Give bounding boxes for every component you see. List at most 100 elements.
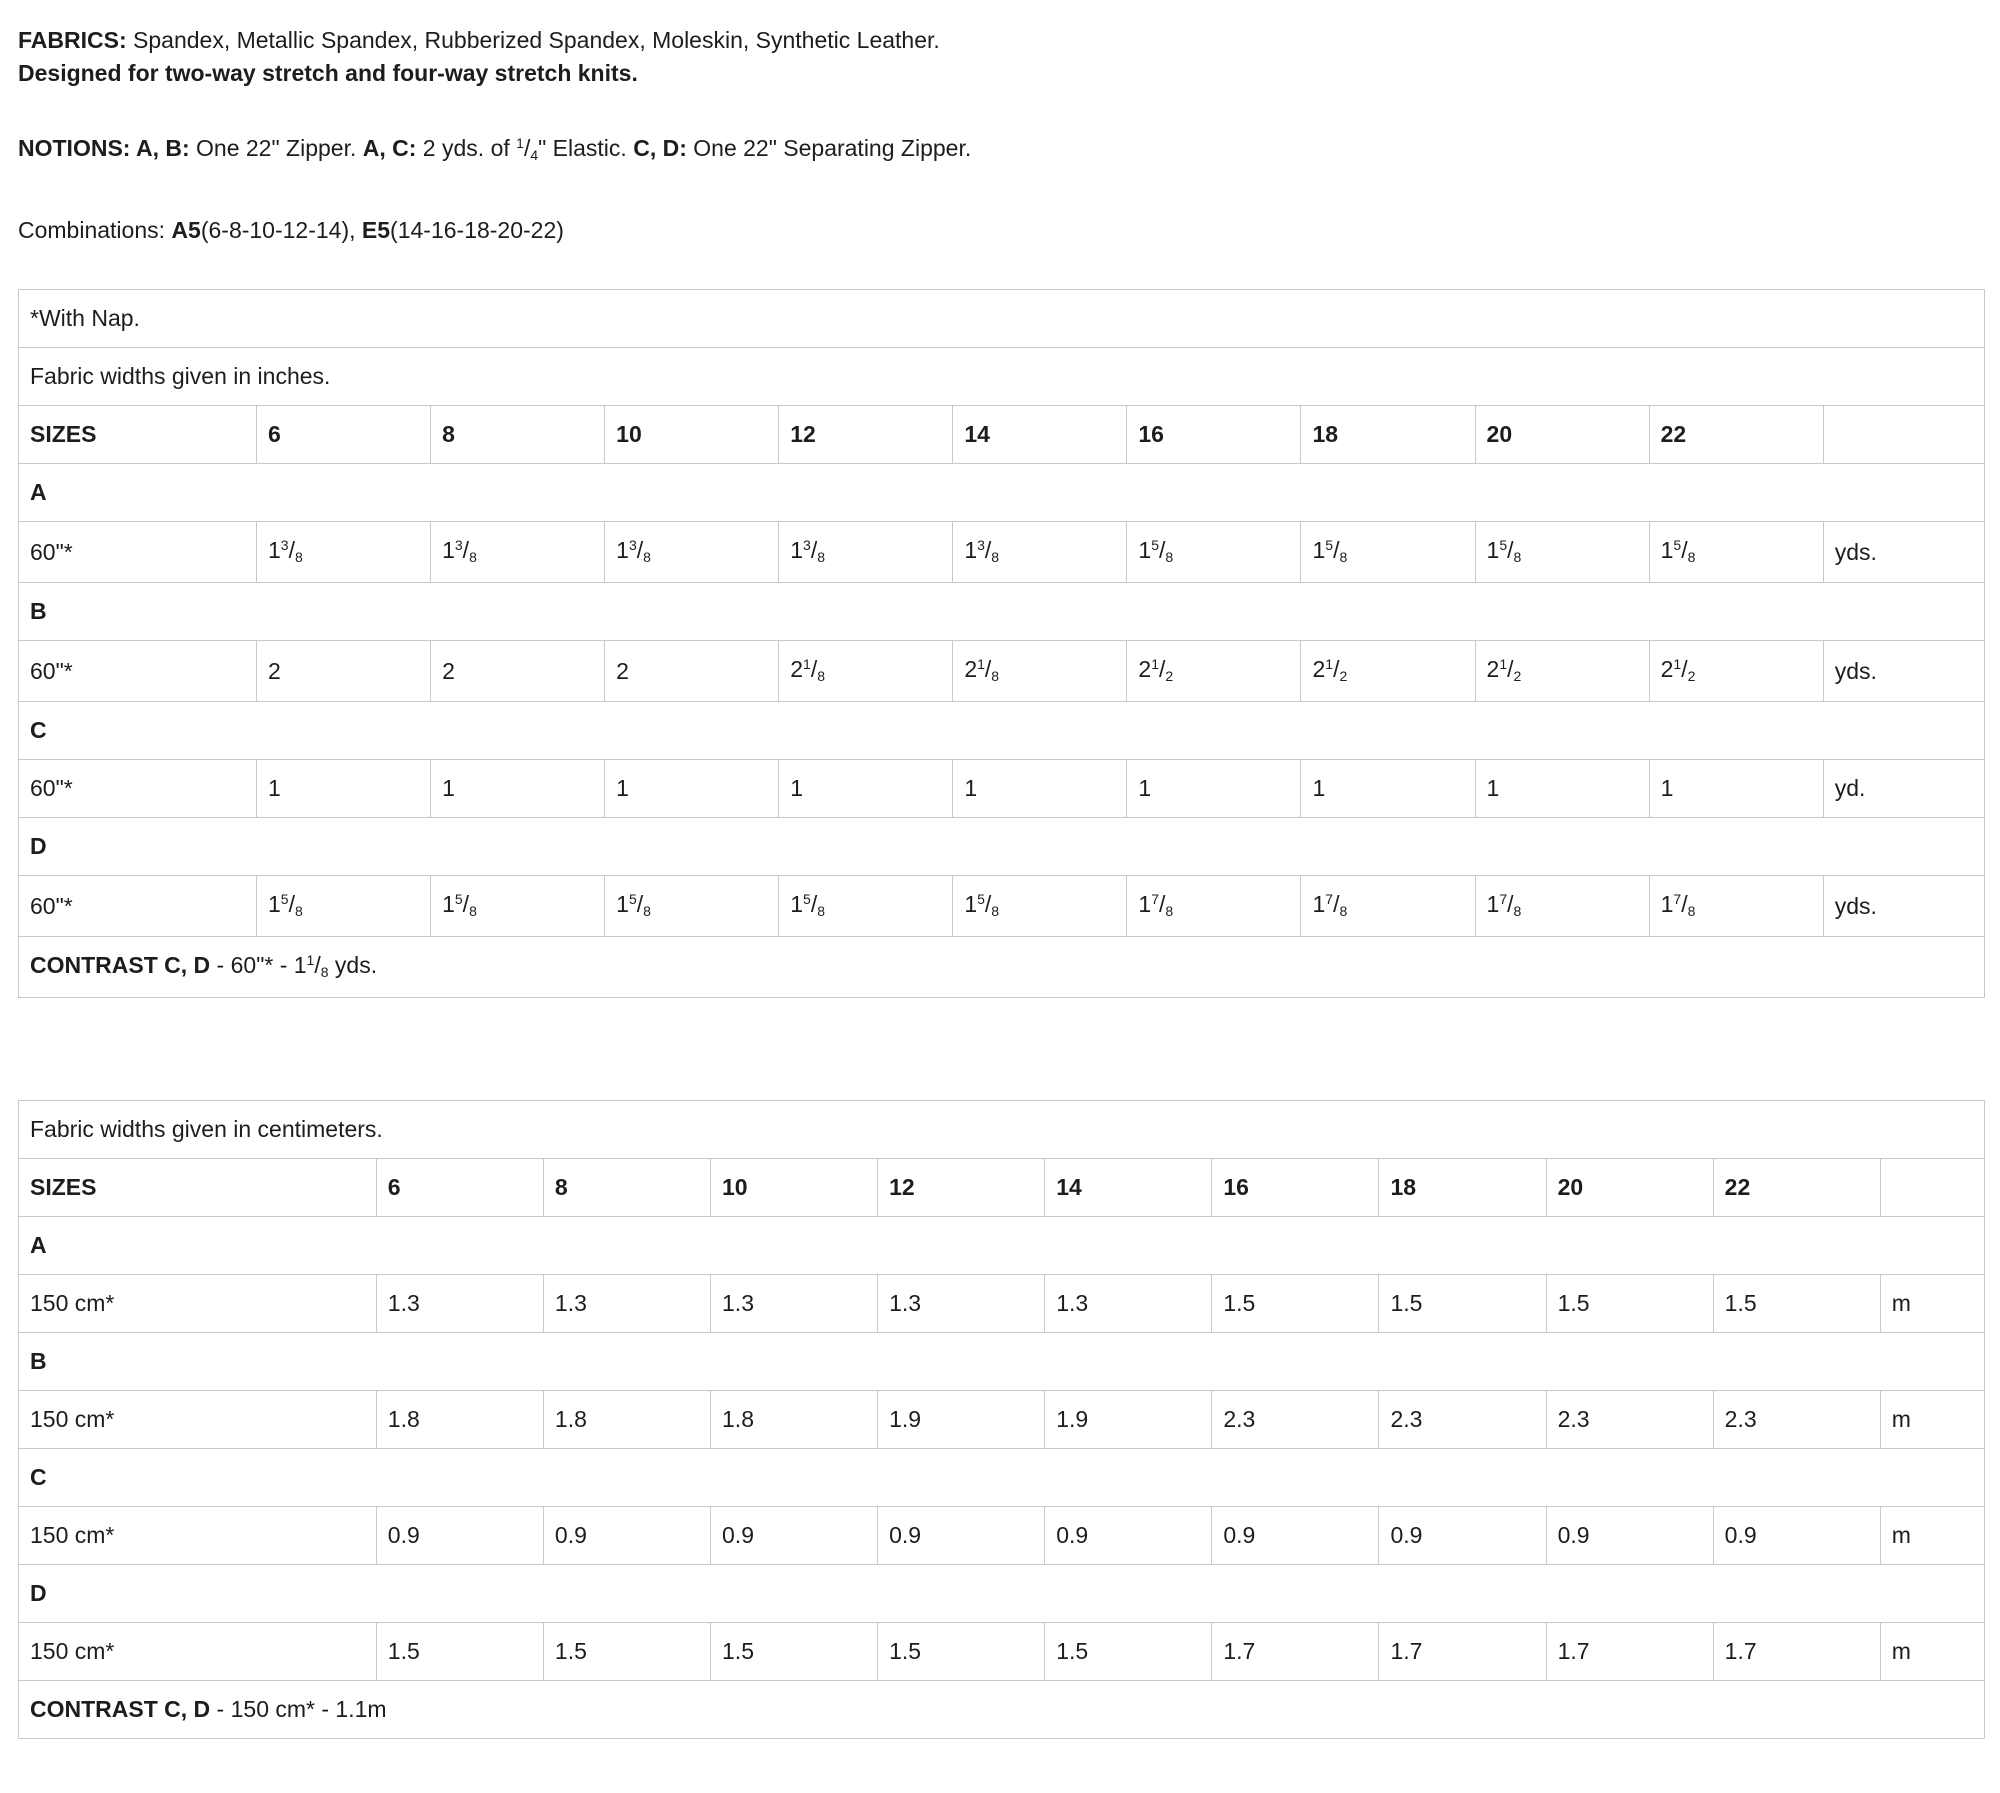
yardage-value-cell: 21/2 — [1300, 640, 1476, 702]
text: (6-8-10-12-14), — [200, 217, 362, 243]
yardage-value-cell: 21/2 — [1648, 640, 1824, 702]
yardage-table-centimeters: Fabric widths given in centimeters. SIZES… — [18, 1100, 1986, 1739]
yardage-value-cell: 1.7 — [1378, 1622, 1547, 1681]
plain-value: 2.3 — [1390, 1406, 1423, 1432]
yardage-value-cell: 1.5 — [1545, 1274, 1714, 1333]
yardage-value-cell: 0.9 — [710, 1506, 879, 1565]
plain-value: 1.3 — [889, 1290, 922, 1316]
plain-value: 1.5 — [889, 1638, 922, 1664]
plain-value: 2 — [616, 657, 629, 684]
unit-header-cell — [1879, 1158, 1986, 1217]
yardage-value-cell: 21/8 — [778, 640, 954, 702]
view-label-cell: A — [18, 1216, 1985, 1275]
yardage-data-row: 150 cm* 0.9 0.9 0.9 0.9 0.9 0.9 0.9 0.9 0.9 m — [18, 1506, 1986, 1565]
text: (14-16-18-20-22) — [390, 217, 564, 243]
size-header-cell: 16 — [1211, 1158, 1380, 1217]
yardage-value-cell: 1.8 — [375, 1390, 544, 1449]
plain-value: 1 — [1660, 775, 1674, 801]
fabric-width-cell: 60"* — [18, 521, 257, 583]
plain-value: 2.3 — [1223, 1406, 1256, 1432]
size-header-cell: 22 — [1712, 1158, 1881, 1217]
yardage-data-row: 60"* 2 2 2 21/8 21/8 21/2 21/2 21/2 21/2 yds. — [18, 640, 1986, 702]
fraction-value: 17/8 — [1660, 891, 1696, 919]
yardage-value-cell: 2 — [604, 640, 780, 702]
view-label-row: D — [18, 817, 1985, 876]
yardage-value-cell: 21/2 — [1126, 640, 1302, 702]
yardage-value-cell: 1.3 — [1044, 1274, 1213, 1333]
bold-text: E5 — [361, 217, 391, 243]
unit-cell: m — [1879, 1390, 1986, 1449]
yardage-value-cell: 13/8 — [778, 521, 954, 583]
yardage-value-cell: 1.7 — [1211, 1622, 1380, 1681]
view-label-row: C — [18, 1448, 1985, 1507]
yardage-value-cell: 1 — [1474, 759, 1650, 818]
fraction-value: 15/8 — [268, 891, 303, 919]
yardage-data-row: 150 cm* 1.5 1.5 1.5 1.5 1.5 1.7 1.7 1.7 1.7 m — [18, 1622, 1986, 1681]
text: - 60"* - — [210, 952, 294, 978]
fraction-value: 21/2 — [1486, 656, 1522, 684]
bold-text: Designed for two-way stretch and four-wa… — [18, 60, 638, 86]
plain-value: 1.9 — [1056, 1406, 1089, 1432]
view-label-row: B — [18, 582, 1985, 641]
yardage-value-cell: 1 — [1126, 759, 1302, 818]
yardage-value-cell: 15/8 — [1126, 521, 1302, 583]
yardage-value-cell: 1.5 — [877, 1622, 1046, 1681]
plain-value: 1.5 — [1223, 1290, 1256, 1316]
plain-value: 1.3 — [554, 1290, 587, 1316]
size-header-cell: 12 — [778, 405, 954, 464]
yardage-value-cell: 0.9 — [375, 1506, 544, 1565]
plain-value: 2.3 — [1557, 1406, 1590, 1432]
fraction-value: 15/8 — [1486, 537, 1522, 565]
yardage-data-row: 60"* 1 1 1 1 1 1 1 1 1 yd. — [18, 759, 1986, 818]
plain-value: 1.7 — [1223, 1638, 1256, 1664]
size-header-cell: 20 — [1474, 405, 1650, 464]
designed-for-line: Designed for two-way stretch and four-wa… — [18, 57, 1985, 90]
plain-value: 0.9 — [1223, 1522, 1256, 1548]
view-label-row: A — [18, 463, 1985, 522]
plain-value: 1.7 — [1557, 1638, 1590, 1664]
yardage-value-cell: 2 — [255, 640, 432, 702]
fraction-value: 13/8 — [790, 537, 826, 565]
yardage-value-cell: 1.3 — [375, 1274, 544, 1333]
unit-cell: yd. — [1822, 759, 1986, 818]
text: " Elastic. — [538, 135, 634, 161]
plain-value: 1 — [1312, 775, 1326, 801]
text: yds. — [328, 952, 378, 978]
plain-value: 1.3 — [1056, 1290, 1089, 1316]
plain-value: 0.9 — [1390, 1522, 1423, 1548]
fabric-width-cell: 60"* — [18, 640, 257, 702]
size-header-cell: 6 — [255, 405, 432, 464]
yardage-value-cell: 15/8 — [1474, 521, 1650, 583]
plain-value: 1.5 — [1056, 1638, 1089, 1664]
fraction-value: 15/8 — [442, 891, 477, 919]
text: One 22" Zipper. — [189, 135, 363, 161]
yardage-value-cell: 1.5 — [1211, 1274, 1380, 1333]
yardage-value-cell: 0.9 — [1545, 1506, 1714, 1565]
fraction-value: 15/8 — [1660, 537, 1696, 565]
plain-value: 0.9 — [1724, 1522, 1757, 1548]
text: Spandex, Metallic Spandex, Rubberized Sp… — [126, 27, 940, 53]
yardage-value-cell: 2.3 — [1211, 1390, 1380, 1449]
yardage-value-cell: 1.5 — [1712, 1274, 1881, 1333]
yardage-data-row: 60"* 13/8 13/8 13/8 13/8 13/8 15/8 15/8 15/8 15/8… — [18, 521, 1986, 583]
size-header-cell: 6 — [375, 1158, 544, 1217]
yardage-data-row: 150 cm* 1.8 1.8 1.8 1.9 1.9 2.3 2.3 2.3 2.3 m — [18, 1390, 1986, 1449]
yardage-value-cell: 15/8 — [604, 875, 780, 937]
fraction-value: 17/8 — [1312, 891, 1348, 919]
plain-value: 0.9 — [722, 1522, 754, 1548]
yardage-value-cell: 1.7 — [1545, 1622, 1714, 1681]
yardage-value-cell: 21/8 — [952, 640, 1128, 702]
yardage-value-cell: 1.9 — [1044, 1390, 1213, 1449]
plain-value: 2.3 — [1724, 1406, 1757, 1432]
view-label-row: B — [18, 1332, 1985, 1391]
plain-value: 1.5 — [387, 1638, 420, 1664]
notions-line: NOTIONS: A, B: One 22" Zipper. A, C: 2 y… — [18, 132, 1985, 168]
yardage-value-cell: 15/8 — [1648, 521, 1824, 583]
fraction-value: 21/2 — [1312, 656, 1348, 684]
yardage-value-cell: 21/2 — [1474, 640, 1650, 702]
plain-value: 1 — [616, 775, 629, 801]
plain-value: 1.5 — [1557, 1290, 1590, 1316]
yardage-value-cell: 1 — [778, 759, 954, 818]
text: 2 yds. of — [416, 135, 517, 161]
yardage-value-cell: 1 — [952, 759, 1128, 818]
